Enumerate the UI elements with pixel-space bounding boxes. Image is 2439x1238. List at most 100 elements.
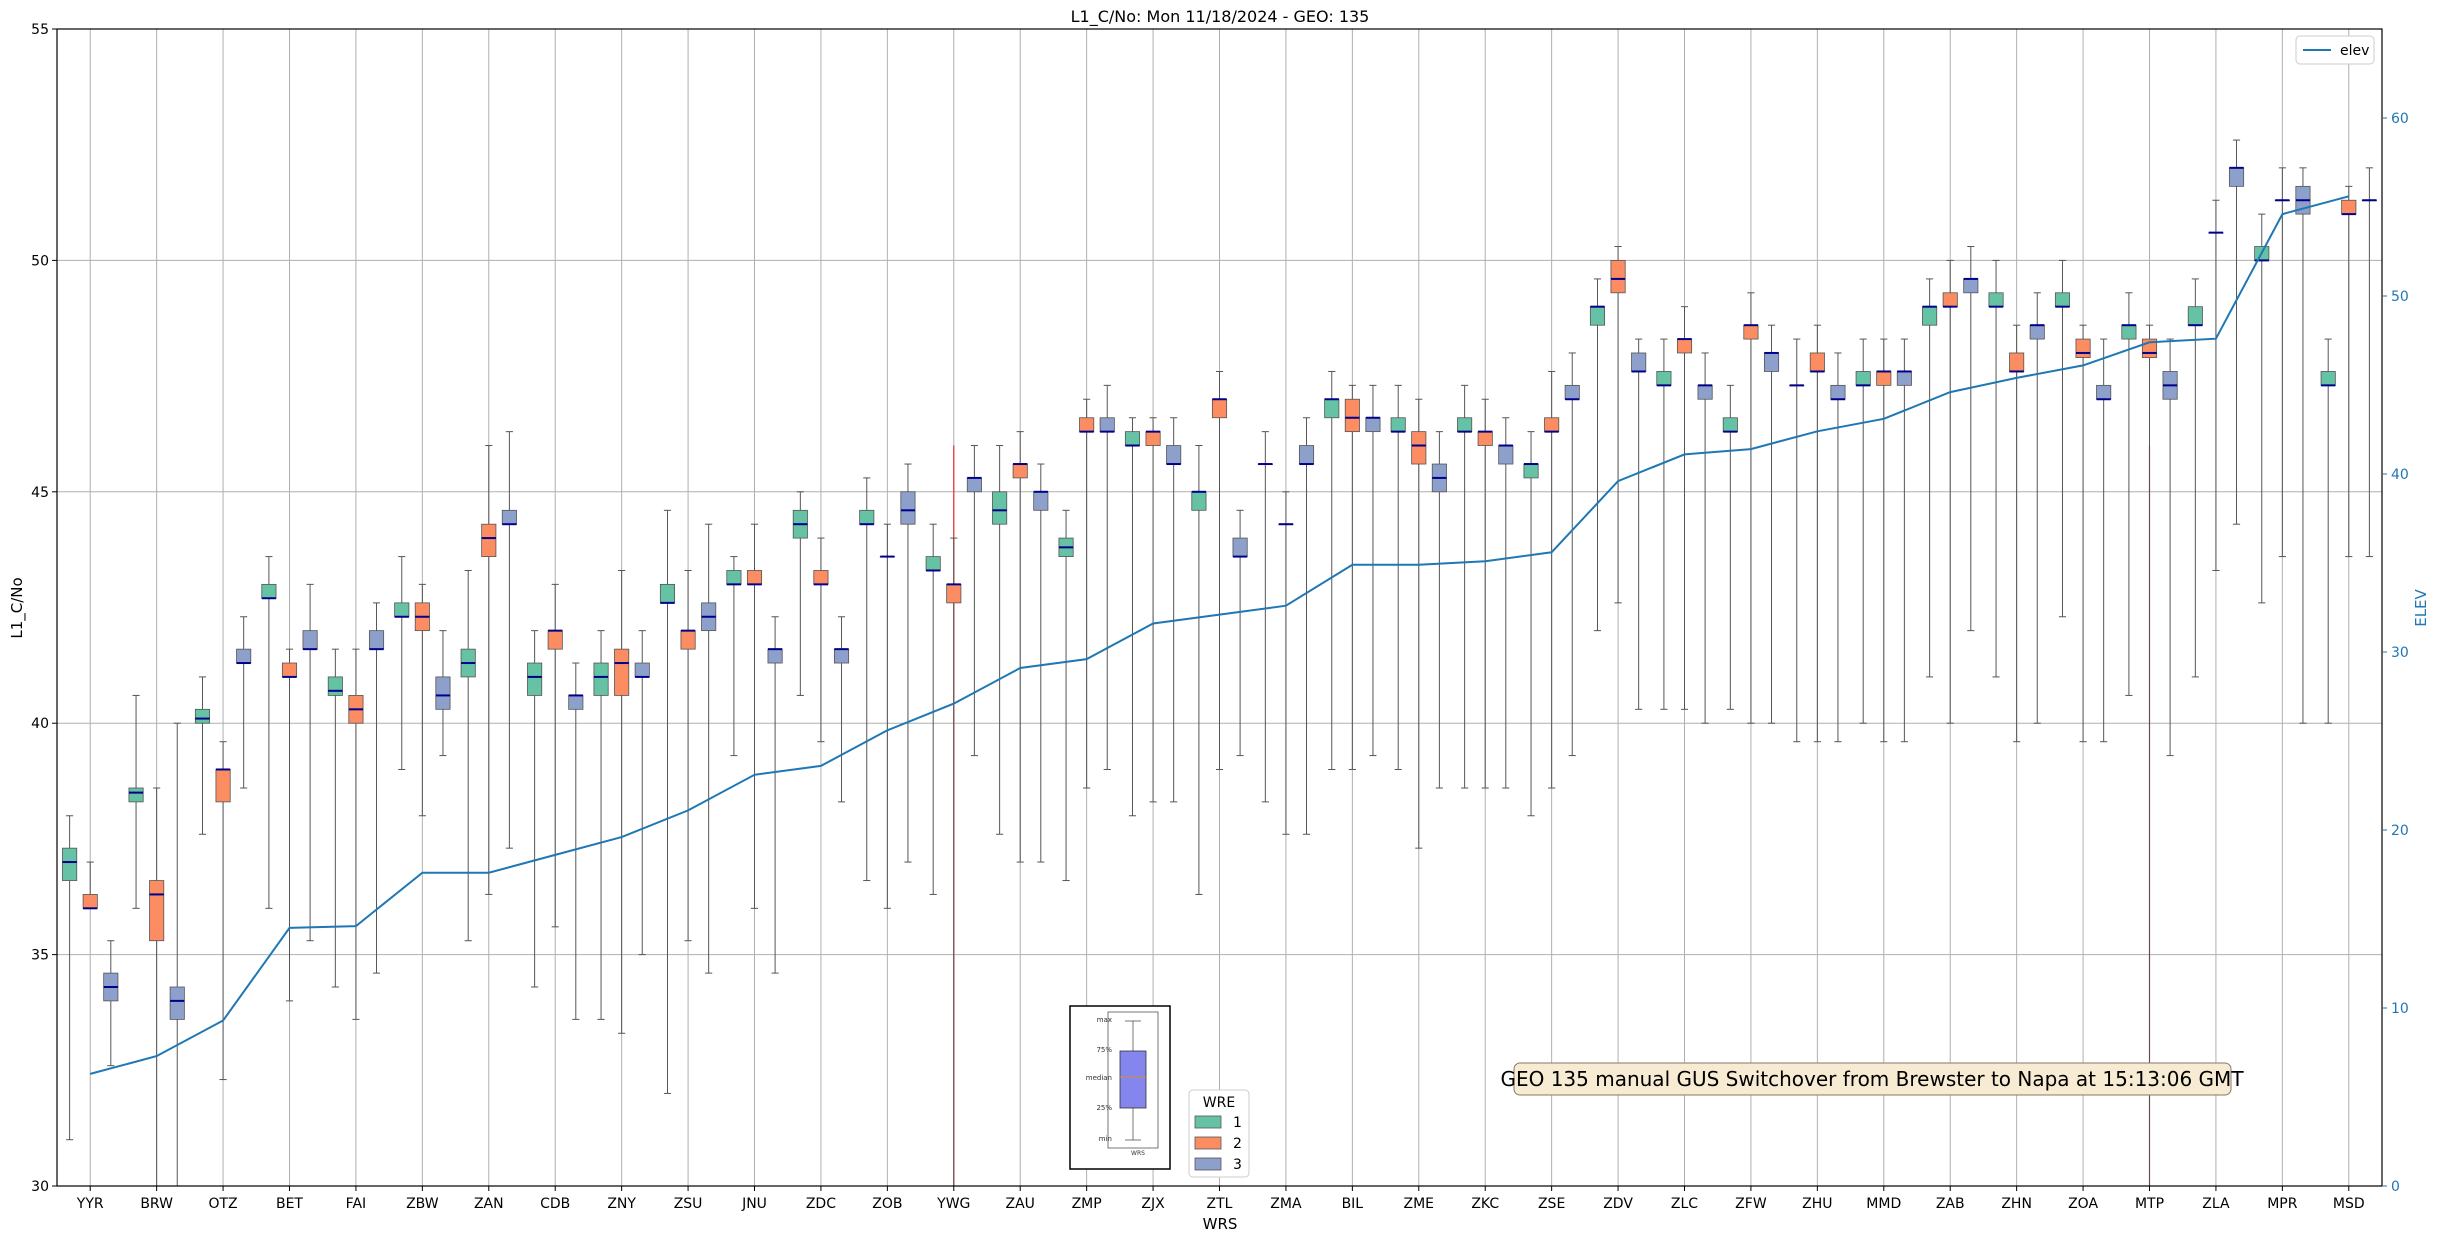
x-tick-label: ZDV (1603, 1196, 1633, 1212)
box-zoa-wre2 (2075, 324, 2091, 743)
box-body (2029, 324, 2045, 340)
box-bil-wre1 (1324, 370, 1340, 770)
box-body (527, 662, 543, 696)
box-zmp-wre1 (1058, 509, 1074, 882)
inset-label: max (1097, 1016, 1112, 1024)
box-cdb-wre1 (527, 630, 543, 988)
box-body (1365, 417, 1381, 433)
box-body (62, 847, 78, 881)
box-body (1166, 445, 1182, 465)
x-tick-label: FAI (346, 1196, 366, 1212)
box-zdv-wre1 (1589, 278, 1606, 632)
box-body (1564, 384, 1580, 400)
box-zme-wre3 (1431, 431, 1447, 789)
box-zbw-wre1 (394, 556, 410, 770)
box-zau-wre1 (992, 445, 1008, 835)
box-body (2320, 371, 2336, 386)
box-mpr-wre3 (2295, 167, 2311, 724)
box-body (2075, 338, 2091, 358)
box-body (634, 662, 650, 678)
y-tick-label: 40 (31, 716, 49, 732)
x-tick-label: BIL (1342, 1196, 1364, 1212)
x-tick-label: ZAU (1006, 1196, 1035, 1212)
box-zfw-wre1 (1722, 384, 1738, 710)
box-body (1763, 352, 1780, 372)
box-zab-wre2 (1942, 259, 1958, 724)
y-axis-label: L1_C/No (8, 577, 27, 638)
box-body (481, 523, 497, 557)
y2-tick-label: 10 (2391, 1001, 2409, 1017)
box-body (128, 787, 144, 803)
box-body (1896, 371, 1912, 386)
box-body (1589, 306, 1606, 326)
box-fai-wre3 (368, 602, 385, 974)
box-body (726, 570, 742, 585)
box-zsu-wre2 (680, 569, 696, 942)
x-tick-label: JNU (741, 1196, 767, 1212)
box-body (327, 676, 343, 696)
box-zau-wre3 (1033, 463, 1049, 863)
y2-tick-label: 40 (2391, 467, 2409, 483)
box-body (1988, 292, 2004, 308)
box-zob-wre2 (879, 523, 895, 909)
inset-labels: max 75% median 25% min (1086, 1016, 1113, 1143)
box-plots (62, 139, 2377, 1187)
box-body (435, 676, 451, 710)
box-jnu-wre1 (726, 556, 742, 757)
box-body (659, 583, 676, 604)
box-body (501, 509, 517, 525)
x-tick-label: ZLC (1671, 1196, 1698, 1212)
x-tick-label: MSD (2333, 1196, 2365, 1212)
box-body (1676, 338, 1693, 354)
box-ztl-wre2 (1211, 370, 1228, 770)
x-tick-label: MTP (2135, 1196, 2164, 1212)
box-yyr-wre2 (82, 861, 98, 910)
box-zny-wre3 (634, 630, 650, 956)
box-body (2228, 167, 2245, 187)
box-zoa-wre1 (2054, 259, 2071, 618)
y2-tick-label: 50 (2391, 289, 2409, 305)
box-zla-wre2 (2208, 199, 2224, 571)
box-body (1033, 491, 1049, 511)
box-body (1809, 352, 1825, 372)
box-zma-wre2 (1278, 491, 1294, 835)
y-axis: 30 35 40 45 50 55 (31, 22, 57, 1195)
x-tick-label: ZSE (1538, 1196, 1565, 1212)
box-zsu-wre3 (701, 523, 717, 974)
box-ywg-wre2 (946, 537, 962, 1187)
box-body (169, 986, 185, 1020)
box-body (2341, 199, 2357, 215)
legend-swatch-1 (1194, 1115, 1222, 1129)
box-zab-wre1 (1922, 278, 1938, 678)
x-tick-label: ZKC (1471, 1196, 1499, 1212)
box-body (1876, 371, 1892, 386)
box-zlc-wre3 (1697, 352, 1713, 724)
elev-line (89, 195, 2350, 1075)
box-body (2121, 324, 2137, 340)
box-zny-wre1 (593, 630, 609, 1020)
box-body (1544, 417, 1560, 433)
box-zhu-wre3 (1830, 352, 1846, 743)
box-zjx-wre3 (1166, 417, 1182, 803)
box-mtp-wre3 (2162, 338, 2178, 757)
x-tick-label: ZLA (2202, 1196, 2230, 1212)
box-msd-wre2 (2341, 185, 2357, 558)
x-tick-label: ZAB (1936, 1196, 1965, 1212)
box-zkc-wre1 (1457, 384, 1473, 789)
box-yyr-wre3 (103, 940, 119, 1067)
box-body (2054, 292, 2071, 308)
box-body (680, 630, 696, 650)
box-zab-wre3 (1963, 246, 1979, 632)
box-fai-wre1 (327, 648, 343, 988)
x-tick-label: ZME (1404, 1196, 1435, 1212)
box-zla-wre3 (2228, 139, 2245, 525)
box-zla-wre1 (2187, 278, 2203, 678)
box-body (946, 583, 962, 604)
box-body (833, 648, 850, 664)
switchover-annotation: GEO 135 manual GUS Switchover from Brews… (1500, 1062, 2244, 1096)
box-body (746, 570, 763, 585)
box-bet-wre1 (261, 556, 277, 909)
box-zmp-wre3 (1099, 384, 1115, 770)
box-zau-wre2 (1012, 431, 1028, 863)
x-axis: YYR BRW OTZ BET FAI ZBW ZAN CDB ZNY ZSU JNU ZDC ZOB Y… (76, 1186, 2365, 1212)
